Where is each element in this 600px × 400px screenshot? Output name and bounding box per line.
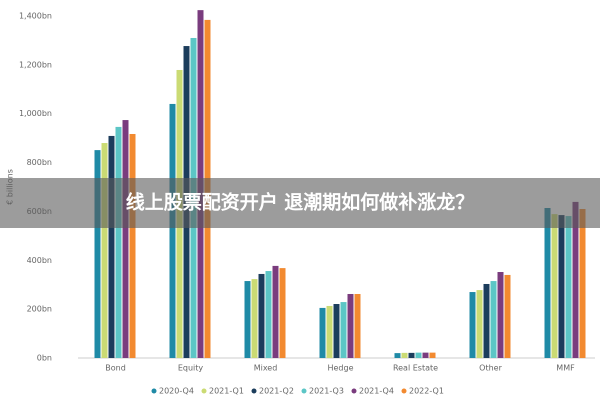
x-tick-label: Real Estate bbox=[393, 364, 438, 373]
bar bbox=[429, 352, 436, 358]
bar bbox=[469, 292, 476, 358]
legend-marker bbox=[151, 388, 157, 394]
legend-marker bbox=[351, 388, 357, 394]
legend-marker bbox=[201, 388, 207, 394]
bar bbox=[279, 268, 286, 358]
bar bbox=[251, 279, 258, 358]
bar bbox=[265, 271, 272, 358]
legend-marker bbox=[301, 388, 307, 394]
bar bbox=[408, 352, 415, 358]
bar bbox=[272, 265, 279, 358]
legend-label: 2021-Q3 bbox=[309, 387, 344, 396]
bar bbox=[504, 274, 511, 358]
y-tick-label: 1,400bn bbox=[19, 12, 52, 21]
bar bbox=[244, 281, 251, 358]
bar bbox=[572, 201, 579, 358]
y-tick-label: 200bn bbox=[27, 305, 52, 314]
x-tick-label: Mixed bbox=[254, 364, 278, 373]
legend-label: 2021-Q1 bbox=[209, 387, 244, 396]
bar bbox=[415, 352, 422, 358]
bar bbox=[258, 273, 265, 358]
legend-label: 2021-Q4 bbox=[359, 387, 394, 396]
bar bbox=[101, 143, 108, 358]
bar bbox=[115, 126, 122, 358]
legend-label: 2022-Q1 bbox=[409, 387, 444, 396]
bar bbox=[169, 103, 176, 358]
y-tick-label: 1,000bn bbox=[19, 109, 52, 118]
bar bbox=[333, 304, 340, 358]
bar bbox=[122, 120, 129, 359]
bar bbox=[565, 216, 572, 358]
y-tick-label: 800bn bbox=[27, 158, 52, 167]
y-tick-label: 0bn bbox=[37, 354, 52, 363]
bar bbox=[401, 352, 408, 358]
bar bbox=[544, 208, 551, 358]
bar bbox=[129, 133, 136, 358]
bar bbox=[340, 302, 347, 358]
x-tick-label: Other bbox=[479, 364, 502, 373]
bar bbox=[347, 293, 354, 358]
y-tick-label: 400bn bbox=[27, 256, 52, 265]
legend-marker bbox=[251, 388, 257, 394]
bar bbox=[108, 135, 115, 358]
y-tick-label: 1,200bn bbox=[19, 60, 52, 69]
bar bbox=[490, 281, 497, 358]
bar bbox=[579, 208, 586, 358]
banner-background bbox=[0, 178, 600, 228]
bar bbox=[497, 272, 504, 358]
legend-label: 2020-Q4 bbox=[159, 387, 194, 396]
bar bbox=[422, 352, 429, 358]
x-tick-label: Hedge bbox=[327, 364, 353, 373]
legend-marker bbox=[401, 388, 407, 394]
x-tick-label: Bond bbox=[105, 364, 126, 373]
banner-text: 线上股票配资开户 退潮期如何做补涨龙？ bbox=[126, 191, 475, 214]
x-tick-label: Equity bbox=[178, 364, 204, 373]
bar bbox=[326, 305, 333, 358]
bar bbox=[476, 290, 483, 358]
legend-label: 2021-Q2 bbox=[259, 387, 294, 396]
bar bbox=[394, 353, 401, 358]
bar bbox=[558, 215, 565, 358]
bar bbox=[551, 214, 558, 358]
x-tick-label: MMF bbox=[556, 364, 575, 373]
bar bbox=[483, 283, 490, 358]
bar bbox=[354, 293, 361, 358]
bar bbox=[319, 307, 326, 358]
bar bbox=[94, 150, 101, 358]
